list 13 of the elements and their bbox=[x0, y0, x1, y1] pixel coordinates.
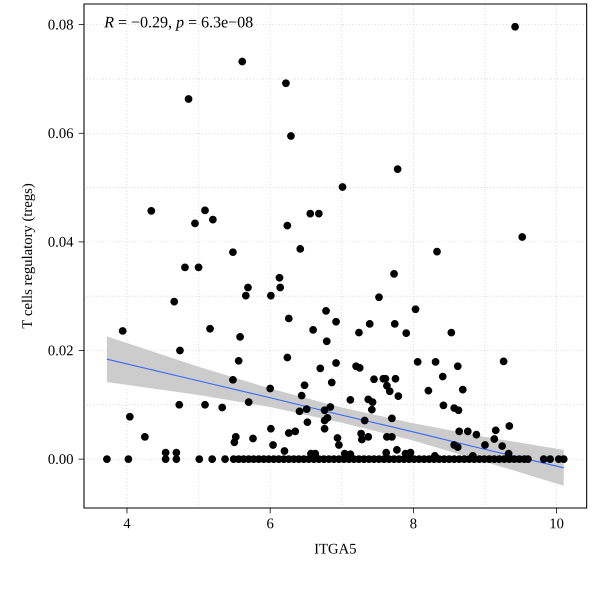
annotation: R = −0.29, p = 6.3e−08 bbox=[104, 16, 253, 31]
x-tick-label: 4 bbox=[124, 518, 130, 528]
x-axis-title: ITGA5 bbox=[314, 544, 356, 554]
x-tick-label: 10 bbox=[550, 518, 564, 529]
x-tick-label: 6 bbox=[267, 518, 274, 529]
y-axis-title: T cells regulatory (tregs) bbox=[22, 184, 36, 329]
y-tick-label: 0.06 bbox=[48, 128, 74, 138]
x-tick-label: 8 bbox=[410, 518, 416, 529]
y-tick-label: 0.04 bbox=[48, 237, 74, 248]
y-tick-label: 0.08 bbox=[48, 20, 73, 30]
y-tick-label: 0.00 bbox=[48, 454, 73, 464]
y-tick-label: 0.02 bbox=[48, 346, 73, 356]
line-series bbox=[106, 358, 564, 469]
